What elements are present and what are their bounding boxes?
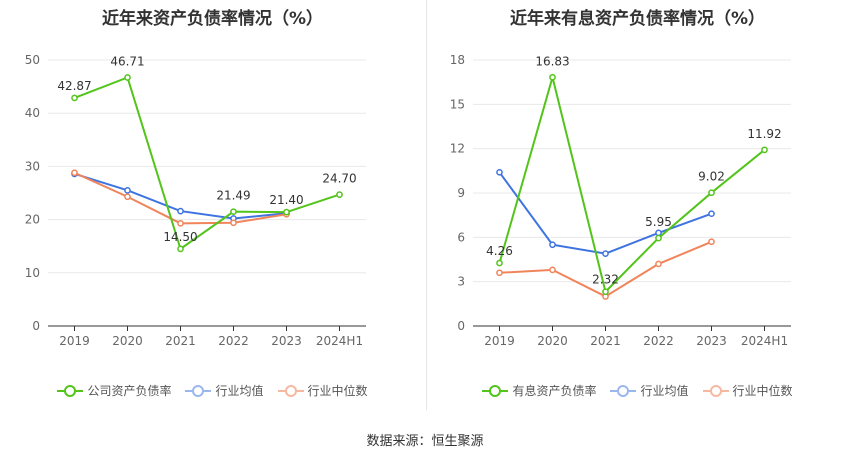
chart-panel-right: 近年来有息资产负债率情况（%） 0 3 6 9 12 15 18 2019 2020 2021 20…	[425, 0, 850, 410]
y-tick-label: 50	[25, 53, 40, 67]
legend-marker-icon	[482, 384, 509, 398]
data-point[interactable]	[336, 191, 343, 198]
data-point[interactable]	[124, 193, 131, 201]
x-tick-label: 2024H1	[316, 334, 363, 348]
x-tick-label: 2019	[484, 334, 515, 348]
data-point[interactable]	[124, 74, 131, 81]
data-label: 42.87	[57, 79, 91, 93]
line-chart: 0 3 6 9 12 15 18 2019 2020 2021 2022 2023 2024H1 4.26…	[450, 53, 791, 348]
data-point[interactable]	[496, 269, 503, 277]
y-tick-label: 3	[457, 275, 465, 289]
data-point[interactable]	[71, 169, 78, 177]
line-chart: 0 10 20 30 40 50 2019 2020 2021 2022 2023 2024H1 42.…	[25, 53, 366, 348]
x-tick-label: 2022	[643, 334, 674, 348]
x-tick-label: 2020	[112, 334, 143, 348]
data-point[interactable]	[230, 219, 237, 227]
data-point[interactable]	[708, 210, 715, 218]
data-point[interactable]	[283, 208, 290, 216]
data-label: 21.40	[269, 193, 303, 207]
data-label: 21.49	[216, 189, 250, 203]
data-point[interactable]	[496, 168, 503, 176]
y-tick-label: 18	[450, 53, 465, 67]
legend-label: 行业均值	[640, 384, 689, 398]
legend-item-industry-median[interactable]: 行业中位数	[702, 382, 793, 399]
y-tick-label: 15	[450, 97, 465, 111]
legend-item-company-ratio[interactable]: 公司资产负债率	[57, 382, 171, 399]
data-label: 4.26	[486, 244, 513, 258]
panel-divider	[426, 0, 427, 410]
legend-label: 公司资产负债率	[87, 384, 172, 398]
y-tick-label: 0	[457, 319, 465, 333]
y-tick-label: 6	[457, 230, 465, 244]
x-tick-label: 2022	[218, 334, 249, 348]
legend: 公司资产负债率 行业均值 行业中位数	[0, 382, 425, 399]
legend-marker-icon	[185, 384, 212, 398]
legend-label: 行业中位数	[307, 384, 368, 398]
data-point[interactable]	[549, 241, 556, 249]
legend-marker-icon	[57, 384, 84, 398]
x-tick-label: 2019	[59, 334, 90, 348]
legend-label: 行业中位数	[732, 384, 793, 398]
legend-marker-icon	[277, 384, 304, 398]
data-point[interactable]	[496, 259, 503, 267]
data-point[interactable]	[230, 208, 237, 216]
data-point[interactable]	[124, 186, 131, 194]
data-label: 2.32	[592, 273, 619, 287]
data-point[interactable]	[708, 238, 715, 246]
x-tick-label: 2021	[590, 334, 621, 348]
legend-item-interest-ratio[interactable]: 有息资产负债率	[482, 382, 596, 399]
data-label: 11.92	[747, 127, 781, 141]
legend-item-industry-mean[interactable]: 行业均值	[610, 382, 689, 399]
data-label: 14.50	[163, 230, 197, 244]
legend-item-industry-median[interactable]: 行业中位数	[277, 382, 368, 399]
data-point[interactable]	[177, 219, 184, 227]
series-line	[498, 73, 766, 294]
y-tick-label: 9	[457, 186, 465, 200]
x-tick-label: 2023	[271, 334, 302, 348]
data-point[interactable]	[602, 288, 609, 296]
legend-item-industry-mean[interactable]: 行业均值	[185, 382, 264, 399]
x-tick-label: 2024H1	[741, 334, 788, 348]
data-point[interactable]	[549, 266, 556, 274]
legend-label: 行业均值	[215, 384, 264, 398]
data-point[interactable]	[71, 94, 78, 102]
legend: 有息资产负债率 行业均值 行业中位数	[425, 382, 850, 399]
data-point[interactable]	[655, 260, 662, 268]
series-line	[74, 76, 340, 251]
data-source: 数据来源：恒生聚源	[366, 434, 484, 449]
data-label: 9.02	[698, 170, 725, 184]
y-tick-label: 30	[25, 159, 40, 173]
data-label: 24.70	[322, 172, 356, 186]
y-tick-label: 10	[25, 266, 40, 280]
legend-label: 有息资产负债率	[512, 384, 597, 398]
data-point[interactable]	[655, 234, 662, 242]
data-point[interactable]	[177, 207, 184, 215]
data-point[interactable]	[761, 146, 768, 154]
data-label: 5.95	[645, 215, 672, 229]
chart-title: 近年来有息资产负债率情况（%）	[509, 9, 766, 29]
x-tick-label: 2020	[537, 334, 568, 348]
chart-title: 近年来资产负债率情况（%）	[101, 9, 324, 29]
y-tick-label: 12	[450, 142, 465, 156]
data-label: 16.83	[535, 54, 569, 68]
data-point[interactable]	[708, 189, 715, 197]
data-point[interactable]	[549, 73, 556, 81]
y-tick-label: 20	[25, 213, 40, 227]
chart-panel-left: 近年来资产负债率情况（%） 0 10 20 30 40 50 2019 2020 2021 202…	[0, 0, 425, 410]
data-label: 46.71	[110, 55, 144, 69]
y-tick-label: 40	[25, 106, 40, 120]
series-line	[498, 171, 712, 255]
y-tick-label: 0	[32, 319, 40, 333]
legend-marker-icon	[610, 384, 637, 398]
x-tick-label: 2021	[165, 334, 196, 348]
data-point[interactable]	[655, 229, 662, 237]
legend-marker-icon	[702, 384, 729, 398]
x-tick-label: 2023	[696, 334, 727, 348]
data-point[interactable]	[177, 245, 184, 253]
data-point[interactable]	[602, 250, 609, 257]
